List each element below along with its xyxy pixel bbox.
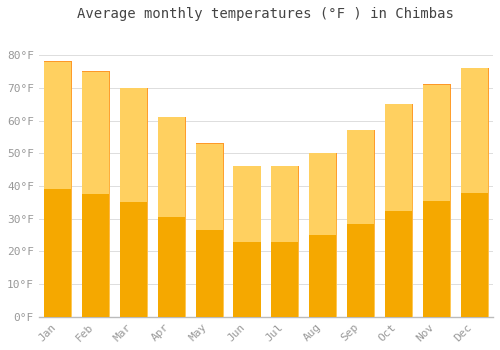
Bar: [82, 71, 109, 317]
Bar: [82, 194, 109, 317]
Bar: [385, 104, 412, 317]
Bar: [120, 88, 147, 317]
Bar: [422, 201, 450, 317]
Bar: [82, 71, 109, 194]
Bar: [385, 104, 412, 211]
Bar: [44, 189, 72, 317]
Bar: [460, 68, 488, 192]
Bar: [422, 85, 450, 317]
Bar: [347, 224, 374, 317]
Bar: [44, 62, 72, 189]
Title: Average monthly temperatures (°F ) in Chimbas: Average monthly temperatures (°F ) in Ch…: [78, 7, 454, 21]
Bar: [44, 62, 72, 317]
Bar: [460, 193, 488, 317]
Bar: [158, 117, 185, 317]
Bar: [271, 166, 298, 242]
Bar: [158, 117, 185, 217]
Bar: [234, 166, 260, 242]
Bar: [158, 217, 185, 317]
Bar: [422, 85, 450, 201]
Bar: [271, 166, 298, 317]
Bar: [460, 68, 488, 317]
Bar: [234, 166, 260, 317]
Bar: [385, 211, 412, 317]
Bar: [120, 202, 147, 317]
Bar: [347, 131, 374, 224]
Bar: [309, 235, 336, 317]
Bar: [309, 153, 336, 317]
Bar: [196, 144, 223, 317]
Bar: [347, 131, 374, 317]
Bar: [309, 153, 336, 235]
Bar: [271, 241, 298, 317]
Bar: [196, 230, 223, 317]
Bar: [120, 88, 147, 202]
Bar: [196, 144, 223, 230]
Bar: [234, 241, 260, 317]
